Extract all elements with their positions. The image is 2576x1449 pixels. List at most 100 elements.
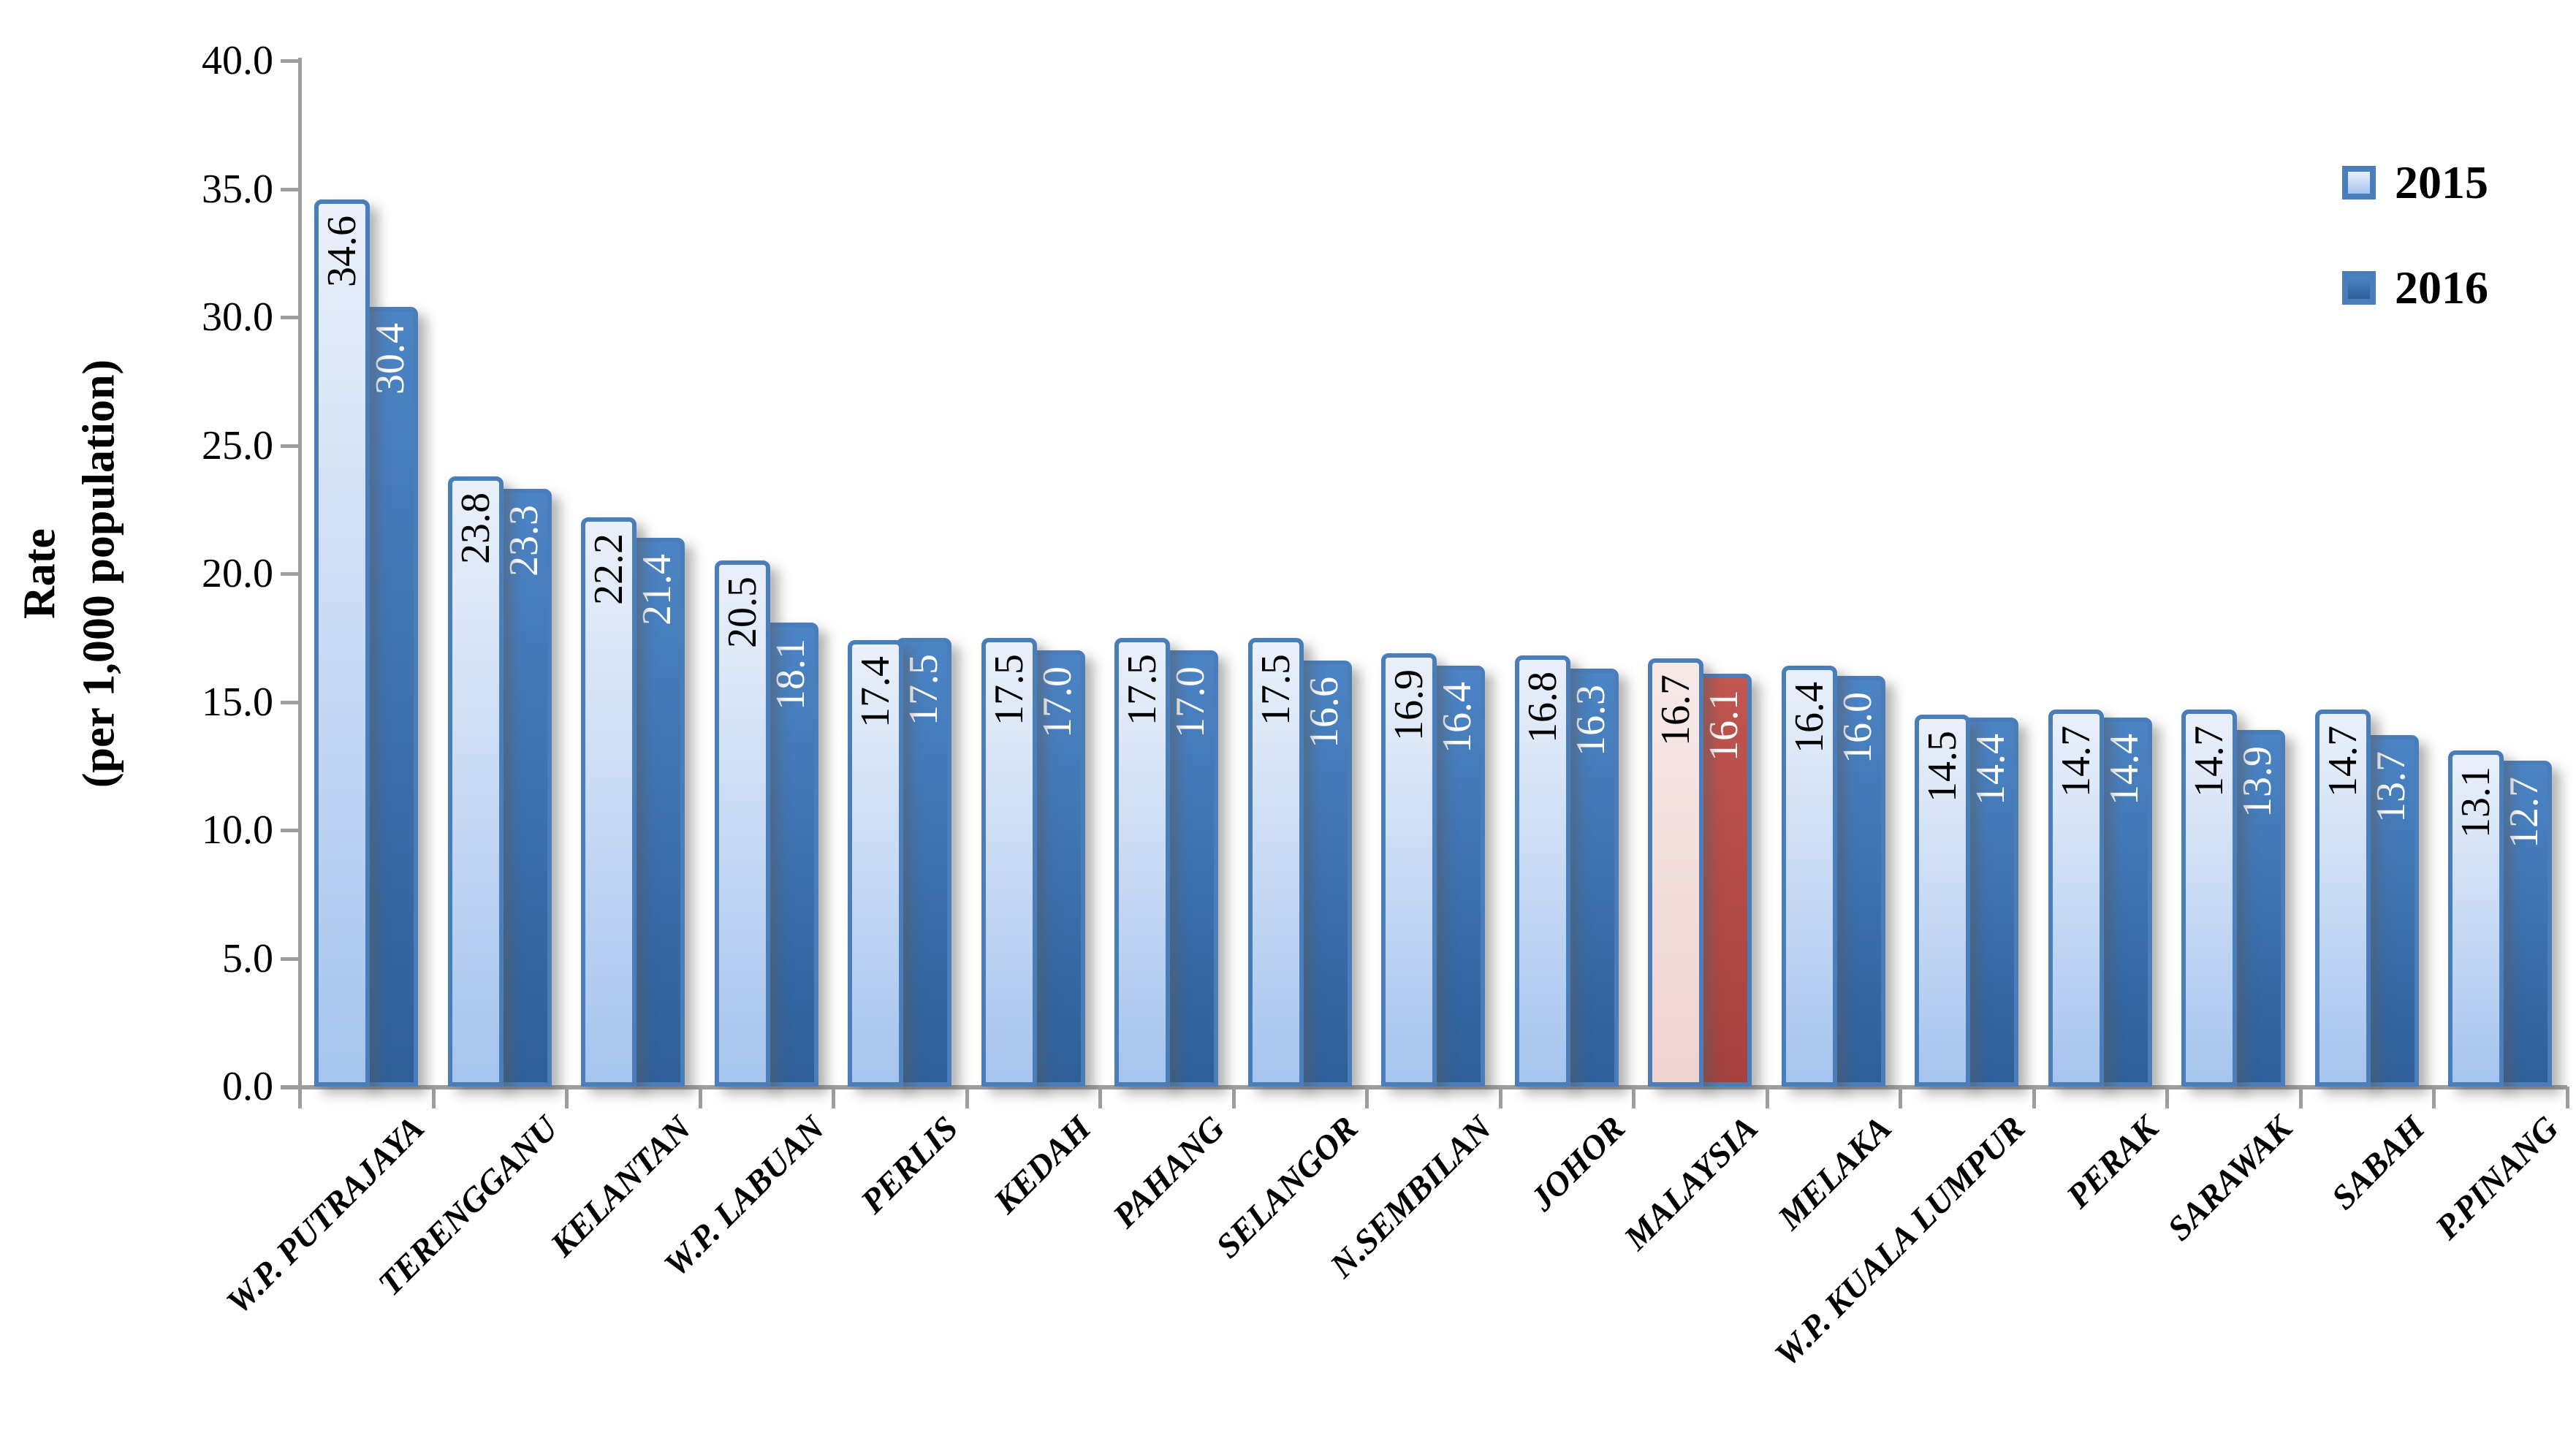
bar-value-label-2015-JOHOR: 16.8 [1519,672,1565,744]
bar-value-label-2016-SARAWAK: 13.9 [2235,746,2281,818]
y-axis-title-line1: Rate [15,528,65,619]
x-tick-12 [1899,1087,1903,1108]
bar-2015-SARAWAK: 14.7 [2181,710,2238,1087]
bar-value-label-2015-SELANGOR: 17.5 [1253,653,1299,726]
category-label-JOHOR: JOHOR [1523,1108,1633,1219]
y-tick-25.0 [281,444,298,448]
y-tick-label-20.0: 20.0 [202,551,273,596]
bar-value-label-2015-KELANTAN: 22.2 [586,533,632,605]
y-tick-label-5.0: 5.0 [222,935,273,981]
bar-value-label-2016-MELAKA: 16.0 [1834,692,1880,764]
bar-value-label-2015-W.P. LABUAN: 20.5 [719,577,765,649]
bar-2015-MELAKA: 16.4 [1781,666,1837,1087]
bar-2016-SELANGOR: 16.6 [1296,661,1352,1087]
category-label-SABAH: SABAH [2325,1108,2433,1217]
x-tick-7 [1231,1087,1236,1108]
bar-2015-N.SEMBILAN: 16.9 [1381,653,1437,1087]
bar-value-label-2016-PERLIS: 17.5 [901,653,947,726]
x-tick-16 [2432,1087,2436,1108]
bar-2016-W.P. KUALA LUMPUR: 14.4 [1963,717,2019,1087]
bar-2016-PAHANG: 17.0 [1163,650,1219,1087]
bar-2015-SELANGOR: 17.5 [1247,637,1304,1087]
y-axis-line [298,58,302,1089]
bar-value-label-2015-PERAK: 14.7 [2053,726,2099,798]
bar-2015-KEDAH: 17.5 [981,637,1037,1087]
x-tick-5 [965,1087,969,1108]
bar-2015-W.P. LABUAN: 20.5 [714,560,770,1087]
y-tick-10.0 [281,829,298,832]
legend-row-2016: 2016 [2342,265,2488,311]
x-tick-14 [2165,1087,2170,1108]
bar-value-label-2015-MELAKA: 16.4 [1786,682,1832,754]
bar-value-label-2015-W.P. PUTRAJAYA: 34.6 [319,215,365,287]
bar-2015-PERLIS: 17.4 [848,640,904,1087]
bar-2015-JOHOR: 16.8 [1514,655,1570,1087]
y-tick-label-35.0: 35.0 [202,166,273,212]
bar-value-label-2016-KEDAH: 17.0 [1034,666,1080,739]
legend-swatch-2016 [2342,271,2376,305]
bar-2015-P.PINANG: 13.1 [2448,750,2504,1087]
bar-value-label-2015-P.PINANG: 13.1 [2453,767,2499,839]
bar-2015-TERENGGANU: 23.8 [447,476,504,1087]
bar-2016-PERAK: 14.4 [2096,717,2152,1087]
y-tick-40.0 [281,59,298,63]
bar-2016-KEDAH: 17.0 [1029,650,1085,1087]
category-label-MALAYSIA: MALAYSIA [1617,1108,1766,1258]
bar-2016-SARAWAK: 13.9 [2230,730,2286,1087]
y-tick-20.0 [281,572,298,576]
bar-value-label-2016-KELANTAN: 21.4 [634,553,680,625]
category-label-MELAKA: MELAKA [1771,1108,1899,1238]
bar-value-label-2016-TERENGGANU: 23.3 [501,505,547,577]
bar-value-label-2016-PERAK: 14.4 [2101,733,2147,805]
bar-value-label-2015-SARAWAK: 14.7 [2186,726,2233,798]
y-tick-label-15.0: 15.0 [202,679,273,725]
bar-2015-W.P. KUALA LUMPUR: 14.5 [1915,715,1971,1087]
bar-2015-MALAYSIA: 16.7 [1648,658,1704,1087]
bar-value-label-2016-W.P. LABUAN: 18.1 [767,638,813,710]
bar-value-label-2015-KEDAH: 17.5 [986,653,1032,726]
x-tick-2 [565,1087,569,1108]
bar-value-label-2016-W.P. PUTRAJAYA: 30.4 [368,322,413,395]
bar-value-label-2016-P.PINANG: 12.7 [2501,777,2547,849]
bar-2016-W.P. PUTRAJAYA: 30.4 [362,306,418,1087]
y-tick-label-30.0: 30.0 [202,294,273,340]
x-axis-line [281,1085,2567,1089]
bar-value-label-2016-PAHANG: 17.0 [1168,666,1214,739]
y-tick-label-25.0: 25.0 [202,422,273,468]
x-tick-17 [2566,1087,2569,1108]
bar-2015-SABAH: 14.7 [2314,710,2371,1087]
bar-2016-MELAKA: 16.0 [1829,676,1885,1087]
x-tick-15 [2298,1087,2303,1108]
bar-value-label-2015-TERENGGANU: 23.8 [452,492,498,564]
bar-2016-TERENGGANU: 23.3 [495,489,552,1087]
category-label-SARAWAK: SARAWAK [2160,1108,2300,1249]
legend-swatch-2015 [2342,166,2376,199]
legend-row-2015: 2015 [2342,159,2488,206]
bar-2016-W.P. LABUAN: 18.1 [762,622,818,1087]
bar-value-label-2015-PAHANG: 17.5 [1120,653,1166,726]
x-tick-4 [832,1087,836,1108]
y-tick-35.0 [281,187,298,191]
category-label-KEDAH: KEDAH [987,1108,1099,1222]
bar-2015-PAHANG: 17.5 [1114,637,1171,1087]
bar-value-label-2016-SELANGOR: 16.6 [1301,677,1347,749]
y-tick-30.0 [281,316,298,319]
bar-2016-MALAYSIA: 16.1 [1696,673,1752,1087]
bar-2016-PERLIS: 17.5 [896,637,952,1087]
bar-value-label-2015-W.P. KUALA LUMPUR: 14.5 [1920,731,1966,803]
bar-value-label-2016-N.SEMBILAN: 16.4 [1435,682,1481,754]
bar-value-label-2015-PERLIS: 17.4 [853,656,899,729]
y-tick-15.0 [281,700,298,704]
bar-value-label-2015-MALAYSIA: 16.7 [1653,674,1699,746]
category-label-W.P. KUALA LUMPUR: W.P. KUALA LUMPUR [1767,1108,2033,1374]
x-tick-6 [1098,1087,1103,1108]
bar-2015-PERAK: 14.7 [2048,710,2104,1087]
x-tick-13 [2032,1087,2036,1108]
bar-value-label-2016-MALAYSIA: 16.1 [1701,689,1747,761]
bar-2016-SABAH: 13.7 [2363,735,2419,1087]
x-tick-0 [298,1087,302,1108]
bar-2016-N.SEMBILAN: 16.4 [1429,666,1486,1087]
bar-value-label-2016-W.P. KUALA LUMPUR: 14.4 [1968,733,2014,805]
bar-2015-KELANTAN: 22.2 [581,517,637,1087]
